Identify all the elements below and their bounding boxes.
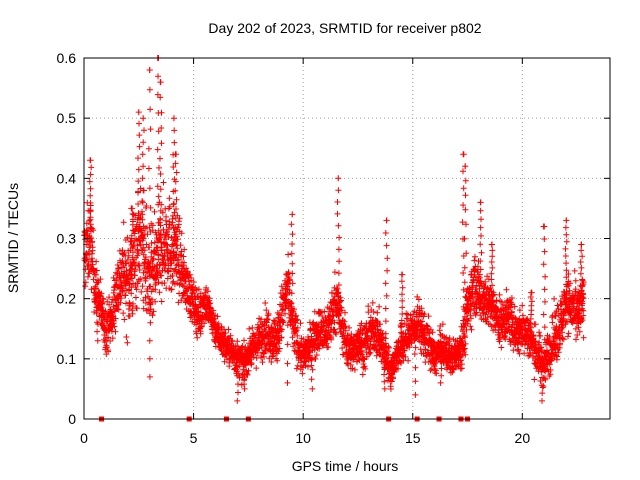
chart-title: Day 202 of 2023, SRMTID for receiver p80… <box>208 20 481 36</box>
x-tick-label: 20 <box>515 430 531 446</box>
grid <box>84 58 610 419</box>
x-tick-label: 0 <box>80 430 88 446</box>
y-tick-label: 0.5 <box>57 110 77 126</box>
axis-ticks: 0 0.1 0.2 0.3 0.4 0.5 0.6 0 5 10 15 20 <box>57 50 610 446</box>
y-tick-label: 0.3 <box>57 231 77 247</box>
y-tick-label: 0 <box>68 411 76 427</box>
x-tick-label: 10 <box>295 430 311 446</box>
y-tick-label: 0.4 <box>57 170 77 186</box>
y-tick-label: 0.2 <box>57 291 77 307</box>
y-tick-label: 0.6 <box>57 50 77 66</box>
x-tick-label: 15 <box>405 430 421 446</box>
x-tick-label: 5 <box>190 430 198 446</box>
y-axis-label: SRMTID / TECUs <box>5 183 21 293</box>
y-tick-label: 0.1 <box>57 351 77 367</box>
x-axis-label: GPS time / hours <box>292 458 399 474</box>
